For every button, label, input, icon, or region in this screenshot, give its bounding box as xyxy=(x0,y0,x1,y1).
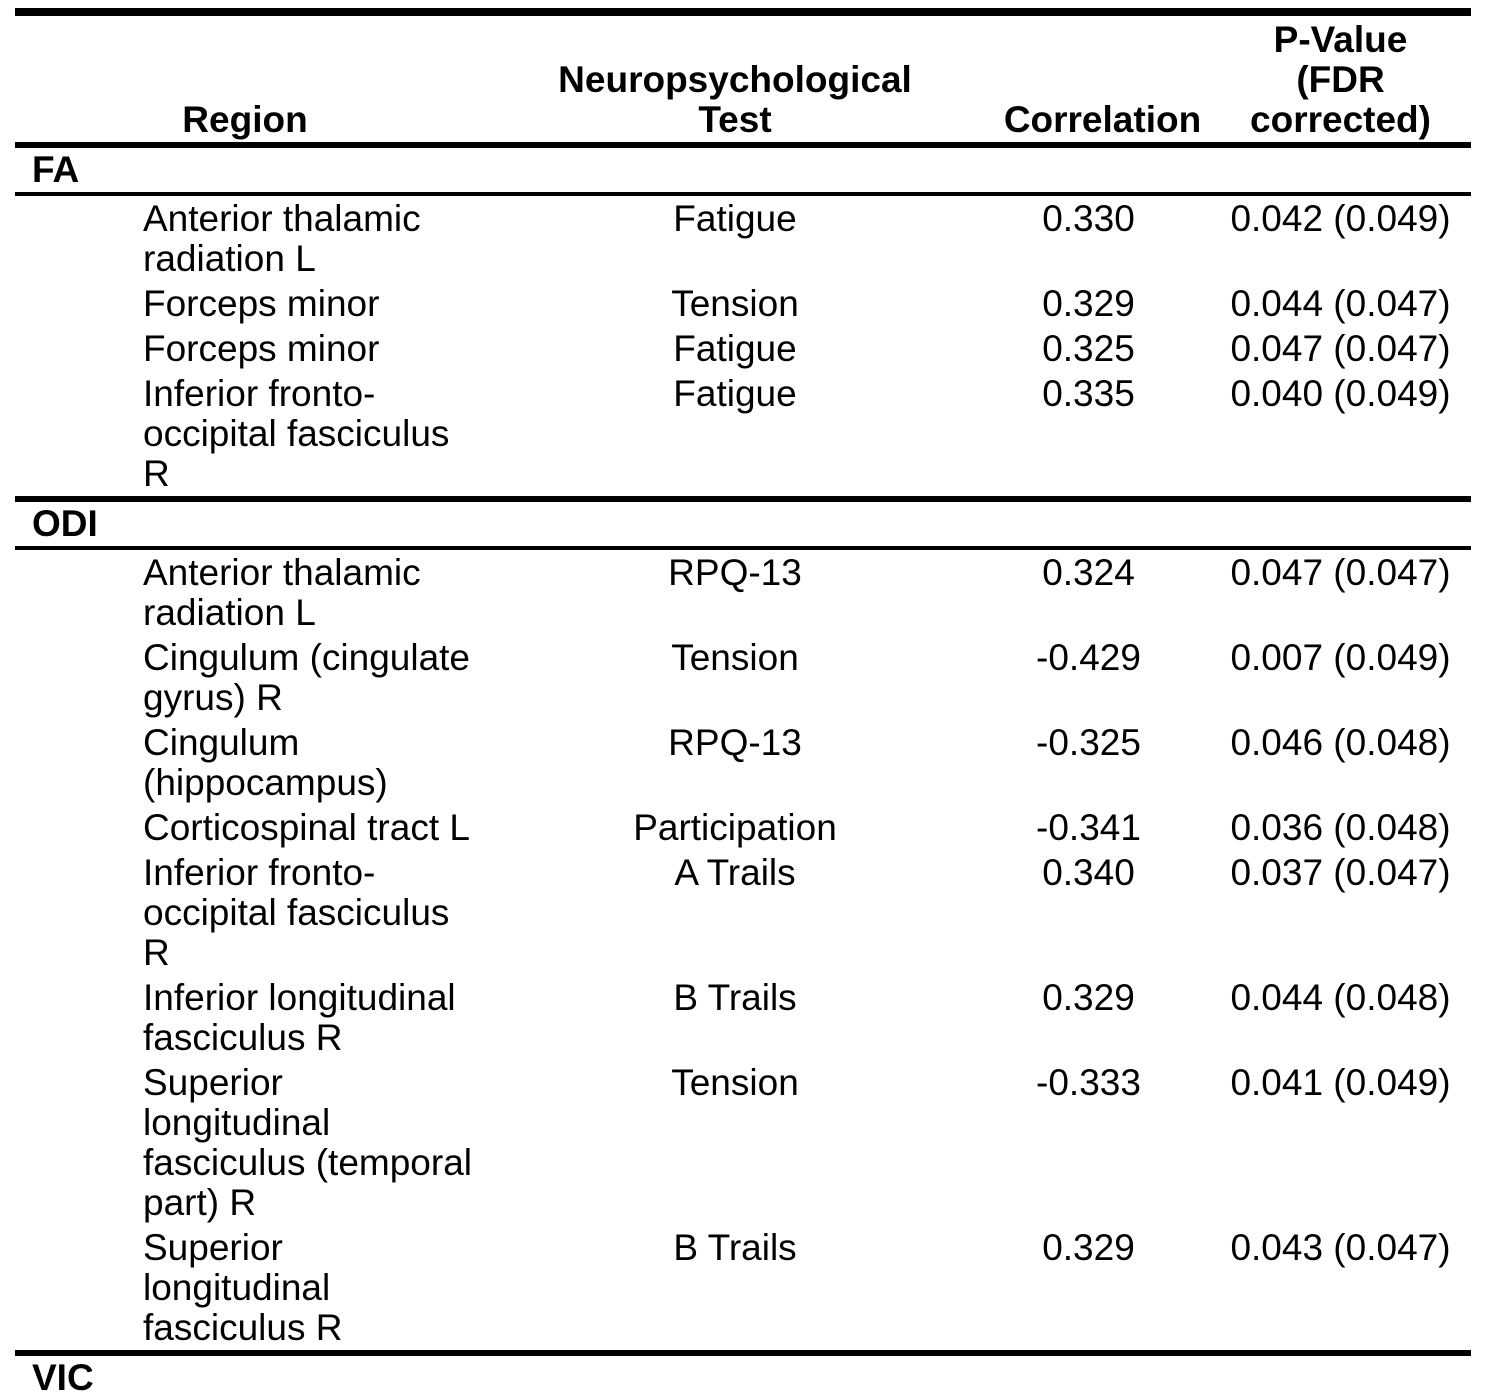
p-value-cell: 0.043 (0.047) xyxy=(1230,1227,1451,1268)
table-row: Cingulum (cingulate gyrus) R Tension -0.42… xyxy=(15,635,1471,720)
results-table: Region Neuropsychological Test Correlati… xyxy=(15,8,1471,1400)
paper-page: Region Neuropsychological Test Correlati… xyxy=(0,8,1486,1400)
correlation-cell: 0.324 xyxy=(1042,552,1135,593)
region-cell: Cingulum (cingulate gyrus) R xyxy=(143,637,471,718)
correlation-cell: 0.329 xyxy=(1042,1227,1135,1268)
test-cell: RPQ-13 xyxy=(668,722,802,763)
p-value-cell: 0.046 (0.048) xyxy=(1230,722,1451,763)
section-label: VIC xyxy=(32,1357,94,1398)
table-header: Region Neuropsychological Test Correlati… xyxy=(15,12,1471,145)
header-row: Region Neuropsychological Test Correlati… xyxy=(15,12,1471,145)
p-value-cell: 0.047 (0.047) xyxy=(1230,552,1451,593)
column-header-correlation: Correlation xyxy=(1003,99,1202,140)
section-row-odi: ODI xyxy=(15,499,1471,548)
test-cell: RPQ-13 xyxy=(668,552,802,593)
region-cell: Anterior thalamic radiation L xyxy=(143,198,421,279)
correlation-cell: 0.325 xyxy=(1042,328,1135,369)
correlation-cell: -0.429 xyxy=(1036,637,1141,678)
p-value-cell: 0.040 (0.049) xyxy=(1230,373,1451,414)
p-value-cell: 0.047 (0.047) xyxy=(1230,328,1451,369)
table-row: Inferior fronto- occipital fasciculus R F… xyxy=(15,371,1471,499)
test-cell: Fatigue xyxy=(673,198,797,239)
section-row-vic: VIC xyxy=(15,1353,1471,1400)
table-row: Superior longitudinal fasciculus (tempor… xyxy=(15,1060,1471,1225)
table-row: Corticospinal tract L Participation -0.341… xyxy=(15,805,1471,850)
correlation-cell: 0.329 xyxy=(1042,283,1135,324)
region-cell: Inferior longitudinal fasciculus R xyxy=(143,977,456,1058)
region-cell: Forceps minor xyxy=(143,283,380,324)
region-cell: Cingulum (hippocampus) xyxy=(143,722,388,803)
table-row: Inferior longitudinal fasciculus R B Trai… xyxy=(15,975,1471,1060)
column-header-region: Region xyxy=(182,99,308,140)
test-cell: Fatigue xyxy=(673,328,797,369)
table-row: Cingulum (hippocampus) RPQ-13 -0.325 0.046 … xyxy=(15,720,1471,805)
table-row: Forceps minor Tension 0.329 0.044 (0.047) xyxy=(15,281,1471,326)
correlation-cell: -0.325 xyxy=(1036,722,1141,763)
test-cell: Participation xyxy=(633,807,837,848)
region-cell: Superior longitudinal fasciculus (tempor… xyxy=(143,1062,473,1223)
region-cell: Inferior fronto- occipital fasciculus R xyxy=(143,373,450,494)
table-row: Inferior fronto- occipital fasciculus R A… xyxy=(15,850,1471,975)
correlation-cell: 0.340 xyxy=(1042,852,1135,893)
table-row: Superior longitudinal fasciculus R B Trai… xyxy=(15,1225,1471,1353)
p-value-cell: 0.007 (0.049) xyxy=(1230,637,1451,678)
test-cell: Tension xyxy=(671,637,799,678)
p-value-cell: 0.042 (0.049) xyxy=(1230,198,1451,239)
test-cell: Fatigue xyxy=(673,373,797,414)
test-cell: Tension xyxy=(671,1062,799,1103)
table-row: Anterior thalamic radiation L RPQ-13 0.324… xyxy=(15,548,1471,635)
correlation-cell: 0.329 xyxy=(1042,977,1135,1018)
test-cell: Tension xyxy=(671,283,799,324)
section-label: FA xyxy=(32,149,80,190)
correlation-cell: -0.341 xyxy=(1036,807,1141,848)
test-cell: B Trails xyxy=(673,1227,797,1268)
region-cell: Corticospinal tract L xyxy=(143,807,470,848)
column-header-neuropsychological-test: Neuropsychological Test xyxy=(558,59,912,140)
region-cell: Inferior fronto- occipital fasciculus R xyxy=(143,852,450,973)
p-value-cell: 0.044 (0.047) xyxy=(1230,283,1451,324)
region-cell: Anterior thalamic radiation L xyxy=(143,552,421,633)
test-cell: B Trails xyxy=(673,977,797,1018)
p-value-cell: 0.044 (0.048) xyxy=(1230,977,1451,1018)
correlation-cell: 0.330 xyxy=(1042,198,1135,239)
p-value-cell: 0.036 (0.048) xyxy=(1230,807,1451,848)
correlation-cell: 0.335 xyxy=(1042,373,1135,414)
test-cell: A Trails xyxy=(674,852,796,893)
p-value-cell: 0.041 (0.049) xyxy=(1230,1062,1451,1103)
table-row: Anterior thalamic radiation L Fatigue 0.33… xyxy=(15,194,1471,281)
table-row: Forceps minor Fatigue 0.325 0.047 (0.047) xyxy=(15,326,1471,371)
column-header-p-value: P-Value (FDR corrected) xyxy=(1250,19,1431,140)
correlation-cell: -0.333 xyxy=(1036,1062,1141,1103)
region-cell: Superior longitudinal fasciculus R xyxy=(143,1227,343,1348)
p-value-cell: 0.037 (0.047) xyxy=(1230,852,1451,893)
section-row-fa: FA xyxy=(15,145,1471,194)
region-cell: Forceps minor xyxy=(143,328,380,369)
section-label: ODI xyxy=(32,503,98,544)
table-body: FA Anterior thalamic radiation L Fatigue 0.… xyxy=(15,145,1471,1400)
